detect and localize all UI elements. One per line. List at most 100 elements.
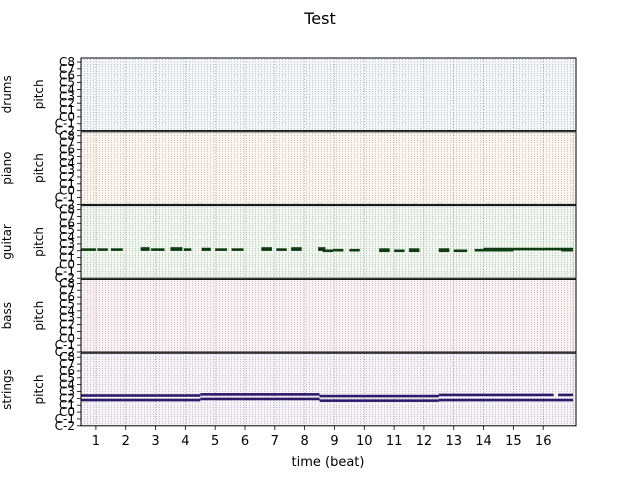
pitch-tick-label: C5 (59, 149, 75, 163)
panel-background (81, 279, 576, 352)
note-guitar (231, 248, 244, 251)
pitch-tick-label: C-2 (55, 419, 75, 433)
x-axis-label: time (beat) (292, 455, 365, 470)
note-guitar (483, 248, 514, 252)
x-axis: 1 2 3 4 5 6 7 8 9 10 11 12 13 14 15 16 (92, 425, 552, 449)
note-guitar (110, 248, 123, 251)
note-guitar (349, 248, 360, 252)
pitch-tick-label: C8 (59, 203, 75, 217)
pitch-tick-label: C4 (59, 304, 75, 318)
pitch-tick-label: C2 (59, 170, 75, 184)
pitch-tick-label: C2 (59, 318, 75, 332)
pitch-tick-label: C-2 (55, 197, 75, 211)
pitch-tick-label: C3 (59, 89, 75, 103)
pitch-tick-label: C0 (59, 184, 75, 198)
pitch-tick-label: C-1 (55, 117, 75, 131)
note-guitar (276, 248, 287, 251)
note-guitar (409, 249, 420, 253)
x-tick-label: 12 (416, 434, 433, 449)
pitch-tick-label: C0 (59, 405, 75, 419)
track-name-label: guitar (0, 224, 14, 260)
note-guitar (561, 248, 574, 252)
pitch-tick-label: C-1 (55, 338, 75, 352)
panel-frame (80, 278, 577, 353)
pitch-tick-label: C0 (59, 331, 75, 345)
pitch-tick-label: C1 (59, 103, 75, 117)
x-tick-label: 5 (211, 434, 219, 449)
x-tick-label: 6 (241, 434, 249, 449)
note-guitar (97, 248, 108, 251)
x-tick-label: 14 (475, 434, 492, 449)
pitch-tick-label: C6 (59, 69, 75, 83)
pitch-tick-label: C0 (59, 110, 75, 124)
track-panels: C-2C-1C0C1C2C3C4C5C6C7C8pitchdrumsC-2C-1… (0, 55, 577, 433)
panel-frame (80, 131, 577, 205)
note-guitar (151, 248, 165, 251)
pitch-tick-label: C0 (59, 257, 75, 271)
pitch-tick-label: C7 (59, 136, 75, 150)
pitch-tick-label: C5 (59, 76, 75, 90)
x-tick-label: 16 (535, 434, 552, 449)
note-guitar (453, 249, 468, 253)
x-tick-label: 13 (445, 434, 462, 449)
pitch-tick-label: C6 (59, 364, 75, 378)
pitch-axis-label: pitch (32, 301, 46, 331)
track-name-label: strings (0, 369, 14, 410)
x-tick-label: 15 (505, 434, 522, 449)
pitch-tick-label: C6 (59, 143, 75, 157)
pitch-tick-label: C3 (59, 385, 75, 399)
pitch-axis-label: pitch (32, 153, 46, 183)
pitch-tick-label: C4 (59, 230, 75, 244)
panel-background (81, 353, 576, 426)
note-strings (558, 393, 574, 397)
note-strings (438, 398, 574, 402)
pitch-axis-label: pitch (32, 79, 46, 109)
pitch-tick-label: C3 (59, 163, 75, 177)
track-name-label: drums (0, 75, 14, 113)
pitch-tick-label: C6 (59, 216, 75, 230)
pitch-tick-label: C7 (59, 357, 75, 371)
note-guitar (291, 248, 302, 251)
panel-background (81, 131, 576, 205)
x-tick-label: 3 (151, 434, 159, 449)
pitch-tick-label: C7 (59, 283, 75, 297)
pitch-tick-label: C5 (59, 223, 75, 237)
pitch-tick-label: C-2 (55, 124, 75, 138)
pitch-tick-label: C-2 (55, 345, 75, 359)
pitch-tick-label: C-1 (55, 191, 75, 205)
note-guitar (483, 247, 574, 251)
note-guitar (438, 249, 450, 253)
pitch-tick-label: C2 (59, 391, 75, 405)
panel-background (81, 205, 576, 279)
note-guitar (140, 248, 150, 251)
note-guitar (318, 248, 326, 251)
pitch-axis-label: pitch (32, 227, 46, 257)
note-guitar (183, 248, 192, 251)
track-name-label: piano (0, 151, 14, 184)
panel-frame (80, 57, 577, 132)
panel-frame (80, 352, 577, 427)
pitch-tick-label: C-2 (55, 271, 75, 285)
pitch-tick-label: C8 (59, 129, 75, 143)
pitch-tick-label: C8 (59, 276, 75, 290)
note-guitar (379, 249, 390, 253)
note-strings (81, 394, 201, 397)
pitch-tick-label: C3 (59, 237, 75, 251)
pitch-tick-label: C1 (59, 398, 75, 412)
note-guitar (394, 249, 405, 253)
pitch-tick-label: C-1 (55, 264, 75, 278)
x-tick-label: 8 (301, 434, 309, 449)
chart-title: Test (303, 9, 336, 28)
pitch-tick-label: C8 (59, 55, 75, 69)
note-guitar (170, 248, 183, 251)
note-guitar (201, 248, 211, 251)
pitch-axis-label: pitch (32, 375, 46, 405)
pitch-tick-label: C2 (59, 96, 75, 110)
note-strings (81, 398, 201, 402)
panel-background (81, 58, 576, 131)
pitch-tick-label: C2 (59, 244, 75, 258)
note-strings (438, 393, 554, 397)
